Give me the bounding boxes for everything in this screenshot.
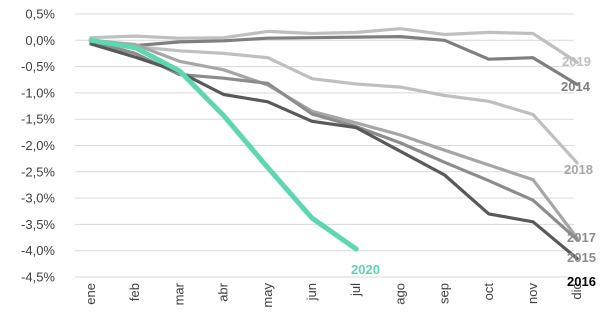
y-tick-label: -0,5% xyxy=(21,59,55,74)
x-tick-label: mar xyxy=(171,282,186,305)
series-line-2014 xyxy=(89,34,579,87)
y-tick-label: -3,0% xyxy=(21,191,55,206)
series-line-2020 xyxy=(88,37,359,252)
series-label-2018: 2018 xyxy=(564,162,593,177)
series-label-2014: 2014 xyxy=(561,79,591,94)
series-line-2016 xyxy=(89,42,579,261)
x-tick-label: feb xyxy=(127,283,142,301)
series-line-2015 xyxy=(89,39,579,242)
y-tick-label: -4,5% xyxy=(21,270,55,285)
x-tick-label: dic xyxy=(569,283,584,300)
x-tick-label: ene xyxy=(83,283,98,305)
series-labels: 2019 2014 2018 2017 2015 2016 2020 xyxy=(351,54,596,289)
series-label-2015: 2015 xyxy=(567,250,596,265)
y-tick-label: -1,0% xyxy=(21,85,55,100)
x-tick-label: may xyxy=(260,283,275,308)
y-tick-label: -1,5% xyxy=(21,112,55,127)
series-label-2020: 2020 xyxy=(351,262,380,277)
x-tick-label: sep xyxy=(437,283,452,304)
series-line-2019 xyxy=(89,27,579,65)
x-tick-label: nov xyxy=(525,283,540,304)
x-tick-label: abr xyxy=(216,282,231,301)
series-label-2017: 2017 xyxy=(567,230,596,245)
y-tick-label: -2,0% xyxy=(21,138,55,153)
y-tick-label: 0,5% xyxy=(25,7,55,22)
y-axis-ticks: 0,5% 0,0% -0,5% -1,0% -1,5% -2,0% -2,5% -3,0% -3… xyxy=(21,7,55,285)
y-tick-label: -2,5% xyxy=(21,164,55,179)
series-label-2019: 2019 xyxy=(562,54,591,69)
y-tick-label: 0,0% xyxy=(25,33,55,48)
series-line-2017 xyxy=(89,38,579,240)
series-label-2016: 2016 xyxy=(567,274,596,289)
y-tick-label: -4,0% xyxy=(21,243,55,258)
series-line-2018 xyxy=(89,41,579,165)
x-tick-label: oct xyxy=(481,283,496,301)
x-tick-label: jun xyxy=(304,283,319,301)
x-axis-ticks: ene feb mar abr may jun jul ago sep oct nov dic xyxy=(83,282,584,307)
series-lines xyxy=(88,27,579,261)
x-tick-label: jul xyxy=(348,283,363,297)
x-tick-label: ago xyxy=(392,283,407,305)
y-tick-label: -3,5% xyxy=(21,217,55,232)
